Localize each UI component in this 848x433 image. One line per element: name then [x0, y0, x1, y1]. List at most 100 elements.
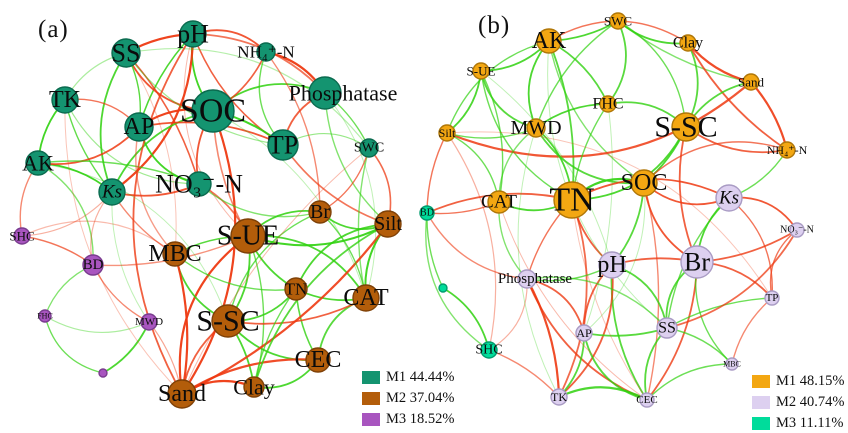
- edge-SWC-MWD-positive: [535, 20, 619, 129]
- edge-TP-MBC-negative: [731, 297, 773, 365]
- m2-label: M2 37.04%: [386, 390, 455, 406]
- node-label-Clay: Clay: [673, 35, 703, 52]
- node-Phos: [308, 76, 342, 110]
- node-Sand: [742, 73, 760, 91]
- edge-CAT-CEC-negative: [498, 201, 648, 401]
- edge-Sand-NH4N-negative: [749, 80, 789, 152]
- node-SS: [111, 38, 141, 68]
- node-label-SS: SS: [658, 320, 676, 337]
- node-SOC: [630, 169, 658, 197]
- node-label-pH: pH: [177, 20, 209, 49]
- panel-(a): pH SS NH₄⁺-N Phosphatase TK AP SOC TP SWC AK Ks NO₃…: [9, 20, 402, 409]
- node-label-Br: Br: [310, 201, 330, 223]
- node-label-Br: Br: [684, 248, 710, 277]
- node-label-NH4N: NH₄⁺-N: [237, 43, 294, 62]
- edge-SUE-Sand-negative: [178, 234, 250, 396]
- edge-TN-CEC-negative: [571, 199, 648, 401]
- node-NH4N: [256, 42, 276, 62]
- edge-SWC-FHC-positive: [607, 20, 627, 105]
- node-label-pH: pH: [597, 252, 626, 278]
- node-label-SUE: S-UE: [467, 64, 496, 79]
- edge-SS-Ks-positive: [99, 52, 127, 193]
- m3-label: M3 18.52%: [386, 411, 455, 427]
- edge-AP-CEC-positive: [583, 332, 648, 401]
- m2-swatch: [362, 392, 380, 405]
- node-SHC: [480, 341, 498, 359]
- legend-item-m2: M2 40.74%: [752, 393, 844, 412]
- node-label-SSC: S-SC: [196, 305, 259, 338]
- edge-TP-NO3N-negative: [769, 229, 798, 299]
- edge-Sand-Silt-negative: [445, 80, 753, 158]
- node-AK: [536, 28, 562, 54]
- edge-Silt-SHC-negative: [446, 132, 497, 351]
- edge-AP-MBC-negative: [135, 126, 176, 255]
- edge-NO3N-Br-positive: [198, 183, 321, 218]
- node-label-AK: AK: [22, 151, 54, 176]
- node-label-SSC: S-SC: [654, 111, 717, 144]
- node-label-Phos: Phosphatase: [498, 271, 573, 287]
- edge-SUE-Silt-positive: [446, 70, 482, 134]
- edge-Br-SSC-positive: [227, 211, 321, 322]
- node-label-SWC: SWC: [604, 14, 632, 29]
- node-CAT: [352, 284, 380, 312]
- edge-Silt-TP-negative: [446, 131, 773, 299]
- edge-CEC-MBC-positive: [646, 363, 733, 401]
- node-Sand: [167, 379, 197, 409]
- node-label-Silt: Silt: [374, 213, 402, 235]
- panel-b-label: (b): [478, 12, 511, 39]
- edge-FHC-MWD-positive: [44, 315, 150, 334]
- edge-SSC-Br-negative: [678, 126, 698, 263]
- legend-item-m3: M3 11.11%: [752, 414, 844, 433]
- edge-SWC-Sand-positive: [617, 20, 752, 83]
- edge-Sand-Silt-negative: [180, 222, 390, 396]
- node-NO3N: [186, 171, 212, 197]
- node-label-Sand: Sand: [158, 381, 206, 407]
- node-Silt: [438, 124, 456, 142]
- node-AK: [25, 150, 51, 176]
- node-label-FHC: FHC: [37, 312, 53, 321]
- edge-AK-SSC-positive: [37, 162, 229, 322]
- node-NH4N: [778, 141, 796, 159]
- panel-(b): SWC AK Clay S-UE Sand FHC MWD S-SC Silt NH₄⁺-N CAT…: [419, 12, 814, 408]
- edge-MBC-Sand-negative: [173, 252, 189, 396]
- edge-SOC-Sand-negative: [180, 109, 237, 396]
- edge-Phos-TK-negative: [525, 277, 561, 399]
- node-label-TN: TN: [285, 280, 308, 299]
- node-label-BD: BD: [420, 208, 434, 219]
- m1-swatch: [362, 371, 380, 384]
- m3-swatch: [752, 417, 770, 430]
- node-label-CEC: CEC: [636, 394, 657, 406]
- node-label-Sand: Sand: [738, 75, 765, 90]
- edge-Phos-SS-positive: [526, 276, 668, 329]
- node-AP: [124, 112, 154, 142]
- edge-Silt-BD-negative: [426, 132, 448, 214]
- node-SS: [656, 317, 678, 339]
- edge-pH-CEC-positive: [610, 264, 648, 401]
- m1-label: M1 44.44%: [386, 369, 455, 385]
- node-FHC: [38, 309, 52, 323]
- panel-a-label: (a): [38, 16, 69, 43]
- legend-item-m3: M3 18.52%: [362, 410, 454, 429]
- edge-SUE-TN-positive: [480, 70, 573, 201]
- node-TK: [550, 388, 568, 406]
- edge-Phos-Silt-positive: [324, 92, 389, 225]
- edge-MWD-SOC-positive: [535, 127, 645, 185]
- node-label-SHC: SHC: [475, 343, 502, 358]
- node-Ks: [98, 178, 126, 206]
- edge-Ks-MWD-positive: [111, 191, 150, 323]
- edge-BD-MWD-negative: [92, 264, 150, 323]
- node-label-TK: TK: [49, 87, 82, 113]
- node-SSC: [211, 304, 245, 338]
- edge-Phos-CAT-positive: [324, 92, 377, 299]
- edge-SUE-pH-positive: [480, 70, 613, 266]
- node-Silt: [374, 210, 402, 238]
- node-BD: [419, 205, 435, 221]
- edge-Phos-AP-negative: [526, 278, 585, 334]
- legend-panel-b: M1 48.15% M2 40.74% M3 11.11%: [752, 372, 844, 433]
- edge-pH-Sand-negative: [132, 33, 194, 395]
- edge-SWC-Sand-negative: [181, 147, 370, 395]
- edge-SHC-Ks-negative: [21, 191, 113, 237]
- edge-SS-NO3N-negative: [666, 229, 798, 329]
- node-pH: [179, 20, 207, 48]
